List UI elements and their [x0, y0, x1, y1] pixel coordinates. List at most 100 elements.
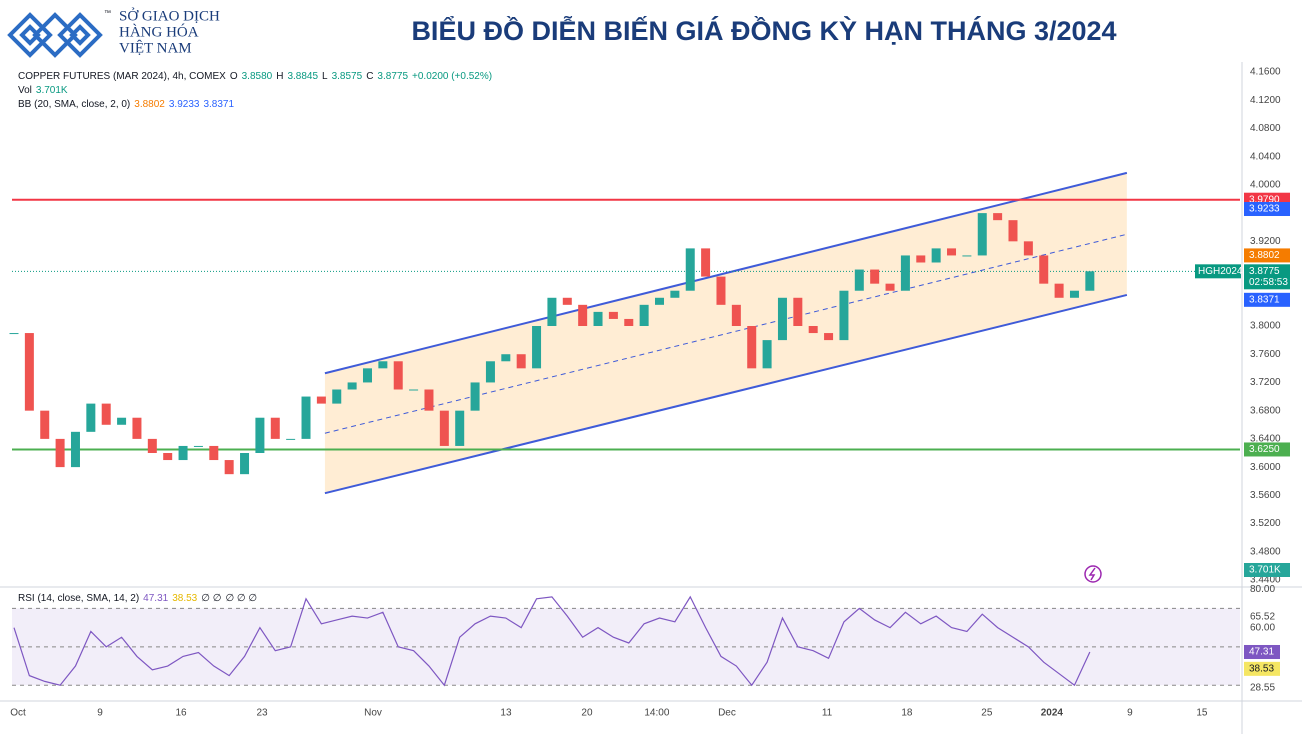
- candle-body: [655, 297, 665, 305]
- rsi-badge-label: 38.53: [1249, 663, 1274, 674]
- candle-body: [824, 333, 834, 341]
- y-tick-label: 3.4800: [1250, 546, 1281, 557]
- level-label: 3.6250: [1249, 444, 1280, 455]
- candle-body: [993, 213, 1003, 221]
- candle-body: [1054, 283, 1064, 298]
- candle-body: [916, 255, 926, 263]
- candle-body: [1008, 220, 1018, 242]
- bb-badge: [1244, 248, 1290, 263]
- channel-line: [324, 233, 1128, 434]
- candle-body: [439, 410, 449, 446]
- rsi-band: [12, 608, 1240, 686]
- legend-item: 3.8371: [203, 99, 234, 110]
- x-tick-label: Dec: [718, 708, 736, 719]
- y-tick-label: 3.9200: [1250, 236, 1281, 247]
- x-tick-label: Oct: [10, 708, 26, 719]
- channel-fill: [324, 172, 1127, 494]
- candle-body: [301, 396, 311, 439]
- rsi-tick-label: 60.00: [1250, 622, 1275, 633]
- legend-item: 3.8580: [242, 71, 273, 82]
- y-tick-label: 4.0800: [1250, 123, 1281, 134]
- candle-body: [762, 340, 772, 369]
- y-tick-label: 4.0000: [1250, 180, 1281, 191]
- logo-mark: [7, 12, 103, 58]
- candle-body: [839, 290, 849, 341]
- rsi-badge-label: 47.31: [1249, 647, 1274, 658]
- x-tick-label: 20: [581, 708, 593, 719]
- candle-body: [608, 311, 618, 319]
- rsi-legend-item: ∅ ∅: [201, 593, 221, 604]
- flash-icon[interactable]: [1084, 565, 1102, 583]
- candle-body: [193, 445, 203, 447]
- candle-body: [639, 304, 649, 326]
- candle-body: [55, 438, 65, 468]
- x-tick-label: 9: [1127, 708, 1133, 719]
- y-tick-label: 4.1200: [1250, 95, 1281, 106]
- rsi-legend-item: 38.53: [172, 593, 197, 604]
- candle-body: [701, 248, 711, 277]
- candle-body: [347, 382, 357, 390]
- legend-line: BB (20, SMA, close, 2, 0) 3.8802 3.9233 3.8…: [18, 99, 234, 110]
- candle-body: [777, 297, 787, 341]
- candle-body: [962, 255, 972, 257]
- candle-body: [870, 269, 880, 284]
- candle-body: [716, 276, 726, 305]
- candle-body: [747, 326, 757, 369]
- candle-body: [393, 361, 403, 390]
- logo-line: HÀNG HÓA: [119, 23, 199, 40]
- candle-body: [316, 396, 326, 404]
- legend-item: 3.8845: [287, 71, 318, 82]
- legend-line: COPPER FUTURES (MAR 2024), 4h, COMEX O 3.8…: [18, 71, 492, 82]
- y-tick-label: 3.5200: [1250, 518, 1281, 529]
- candle-body: [808, 326, 818, 334]
- legend-item: H: [276, 71, 283, 82]
- logo-line: VIỆT NAM: [119, 39, 192, 56]
- current-label: 3.8775: [1249, 266, 1280, 277]
- legend-item: 3.701K: [36, 85, 68, 96]
- legend-item: 3.8775: [377, 71, 408, 82]
- candle-body: [332, 389, 342, 404]
- candle-body: [900, 255, 910, 291]
- legend-item: Vol: [18, 85, 32, 96]
- candle-body: [793, 297, 803, 326]
- x-tick-label: 23: [256, 708, 268, 719]
- rsi-badge: [1244, 644, 1280, 659]
- x-tick-label: 11: [822, 708, 833, 719]
- rsi-badge: [1244, 661, 1280, 676]
- x-tick-label: 14:00: [644, 708, 669, 719]
- channel-line: [324, 171, 1128, 375]
- candle-body: [163, 453, 173, 461]
- y-tick-label: 3.7200: [1250, 377, 1281, 388]
- symbol-label: HGH2024: [1198, 266, 1243, 277]
- candle-body: [593, 311, 603, 326]
- candle-body: [501, 354, 511, 362]
- y-tick-label: 4.1600: [1250, 67, 1281, 78]
- candle-body: [147, 438, 157, 453]
- y-tick-label: 3.4400: [1250, 575, 1281, 586]
- y-tick-label: 3.7600: [1250, 349, 1281, 360]
- candle-body: [255, 417, 265, 453]
- bb-label: 3.8371: [1249, 294, 1280, 305]
- rsi-tick-label: 80.00: [1250, 584, 1275, 595]
- candle-body: [547, 297, 557, 326]
- legend-item: 3.9233: [169, 99, 200, 110]
- legend-item: C: [366, 71, 373, 82]
- candle-body: [117, 417, 127, 425]
- candle-body: [70, 431, 80, 468]
- candle-body: [516, 354, 526, 369]
- candle-body: [270, 417, 280, 439]
- candle-body: [854, 269, 864, 291]
- y-tick-label: 3.6800: [1250, 405, 1281, 416]
- legend-item: COPPER FUTURES (MAR 2024), 4h, COMEX: [18, 71, 226, 82]
- rsi-tick-label: 28.55: [1250, 683, 1275, 694]
- level-label: 3.9790: [1249, 194, 1280, 205]
- candle-body: [485, 361, 495, 383]
- page-title: BIỂU ĐỒ DIỄN BIẾN GIÁ ĐỒNG KỲ HẠN THÁNG …: [411, 15, 1116, 46]
- x-tick-label: Nov: [364, 708, 382, 719]
- candle-body: [424, 389, 434, 411]
- candle-body: [101, 403, 111, 425]
- rsi-legend-item: 47.31: [143, 593, 168, 604]
- candle-body: [1023, 241, 1033, 256]
- rsi-legend-item: ∅ ∅ ∅: [225, 593, 257, 604]
- y-tick-label: 4.0400: [1250, 151, 1281, 162]
